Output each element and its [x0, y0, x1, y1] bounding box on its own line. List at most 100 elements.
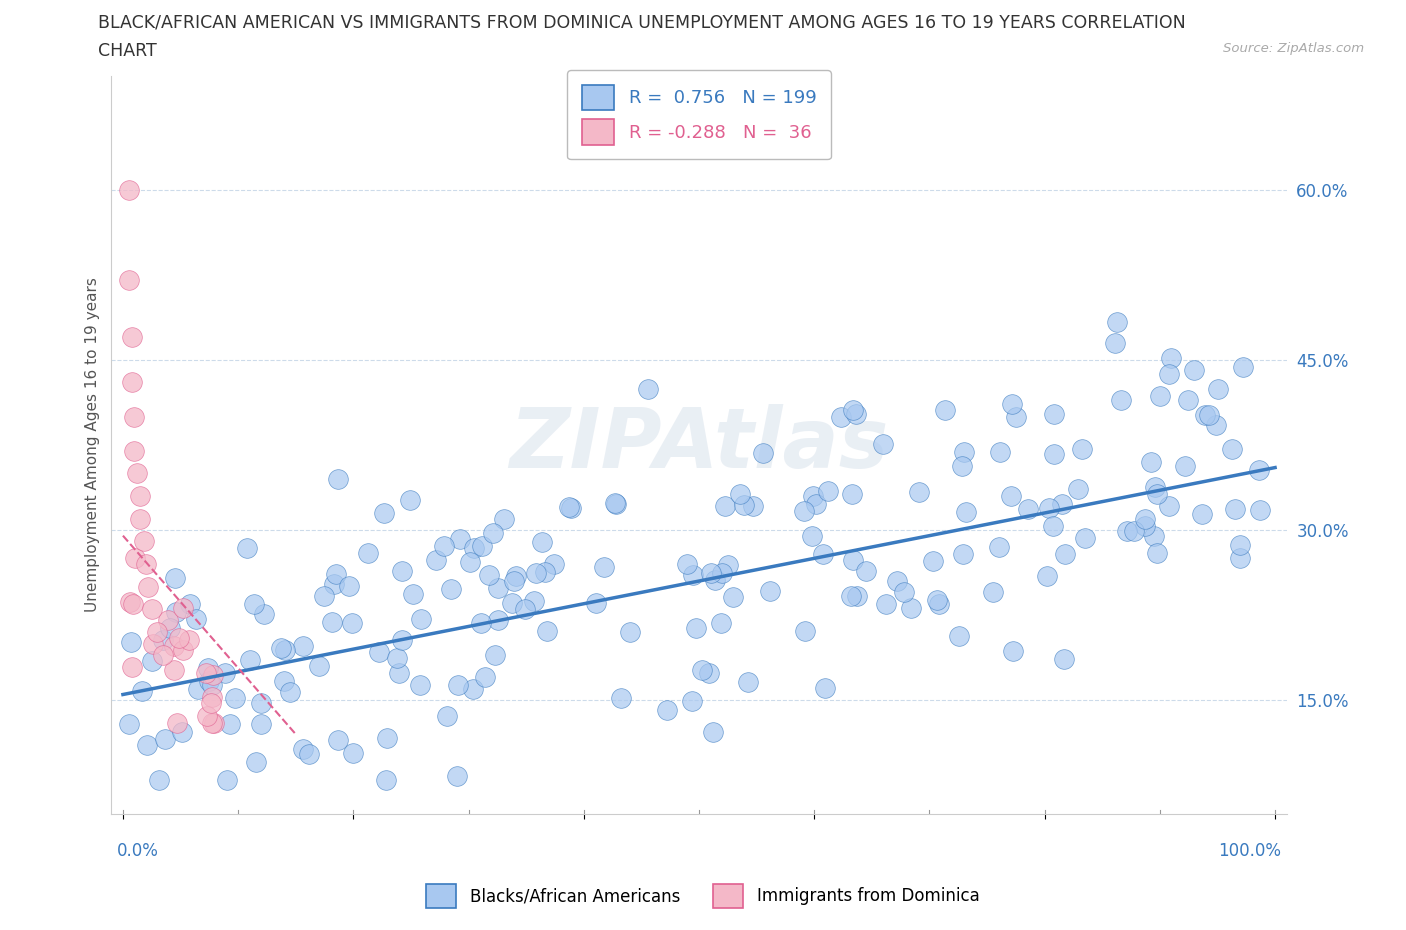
Point — [1071, 442, 1094, 457]
Point — [146, 625, 169, 640]
Point — [1229, 538, 1251, 552]
Point — [927, 592, 949, 607]
Point — [682, 568, 704, 583]
Point — [436, 709, 458, 724]
Point — [367, 644, 389, 659]
Point — [1038, 500, 1060, 515]
Point — [534, 565, 557, 579]
Point — [952, 546, 974, 561]
Point — [194, 666, 217, 681]
Point — [1182, 363, 1205, 378]
Point — [1206, 381, 1229, 396]
Point — [291, 639, 314, 654]
Point — [474, 670, 496, 684]
Point — [375, 731, 398, 746]
Y-axis label: Unemployment Among Ages 16 to 19 years: Unemployment Among Ages 16 to 19 years — [86, 277, 100, 612]
Point — [524, 565, 547, 580]
Point — [1000, 397, 1022, 412]
Point — [842, 403, 865, 418]
Point — [704, 573, 727, 588]
Point — [1177, 392, 1199, 407]
Point — [166, 715, 188, 730]
Point — [1000, 488, 1022, 503]
Point — [481, 525, 503, 540]
Point — [118, 182, 141, 197]
Point — [793, 504, 815, 519]
Point — [373, 505, 395, 520]
Point — [1036, 568, 1059, 583]
Point — [1133, 512, 1156, 526]
Point — [536, 624, 558, 639]
Point — [399, 492, 422, 507]
Point — [908, 485, 931, 499]
Point — [955, 504, 977, 519]
Text: ZIPAtlas: ZIPAtlas — [509, 405, 889, 485]
Point — [758, 583, 780, 598]
Point — [321, 615, 343, 630]
Point — [242, 597, 264, 612]
Point — [1232, 359, 1254, 374]
Point — [950, 458, 973, 473]
Point — [702, 725, 724, 740]
Point — [129, 512, 152, 526]
Point — [1144, 479, 1167, 494]
Point — [700, 566, 723, 581]
Point — [523, 593, 546, 608]
Point — [872, 437, 894, 452]
Point — [1053, 652, 1076, 667]
Point — [172, 643, 194, 658]
Point — [922, 553, 945, 568]
Point — [356, 545, 378, 560]
Point — [250, 696, 273, 711]
Point — [252, 607, 274, 622]
Point — [1109, 392, 1132, 407]
Point — [1042, 519, 1064, 534]
Point — [1174, 458, 1197, 473]
Point — [557, 499, 579, 514]
Point — [1133, 519, 1156, 534]
Point — [1146, 487, 1168, 502]
Point — [121, 375, 143, 390]
Point — [141, 654, 163, 669]
Text: 0.0%: 0.0% — [117, 842, 159, 860]
Point — [502, 574, 524, 589]
Point — [952, 445, 974, 459]
Point — [385, 651, 408, 666]
Point — [152, 632, 174, 647]
Point — [440, 582, 463, 597]
Point — [121, 597, 143, 612]
Point — [298, 747, 321, 762]
Point — [886, 573, 908, 588]
Point — [1001, 644, 1024, 658]
Point — [118, 716, 141, 731]
Point — [928, 597, 950, 612]
Point — [165, 604, 187, 619]
Point — [1198, 408, 1220, 423]
Point — [118, 594, 141, 609]
Point — [1122, 524, 1144, 538]
Point — [685, 620, 707, 635]
Point — [463, 682, 485, 697]
Point — [201, 690, 224, 705]
Point — [120, 635, 142, 650]
Point — [197, 661, 219, 676]
Point — [676, 557, 699, 572]
Point — [1160, 351, 1182, 365]
Point — [728, 487, 751, 502]
Point — [1017, 502, 1039, 517]
Point — [501, 595, 523, 610]
Point — [172, 601, 194, 616]
Point — [245, 754, 267, 769]
Point — [325, 566, 347, 581]
Point — [409, 611, 432, 626]
Text: CHART: CHART — [98, 42, 157, 60]
Point — [179, 596, 201, 611]
Point — [131, 684, 153, 698]
Point — [159, 621, 181, 636]
Point — [274, 643, 297, 658]
Point — [1149, 389, 1171, 404]
Point — [124, 409, 146, 424]
Point — [124, 551, 146, 565]
Point — [609, 690, 631, 705]
Point — [195, 709, 218, 724]
